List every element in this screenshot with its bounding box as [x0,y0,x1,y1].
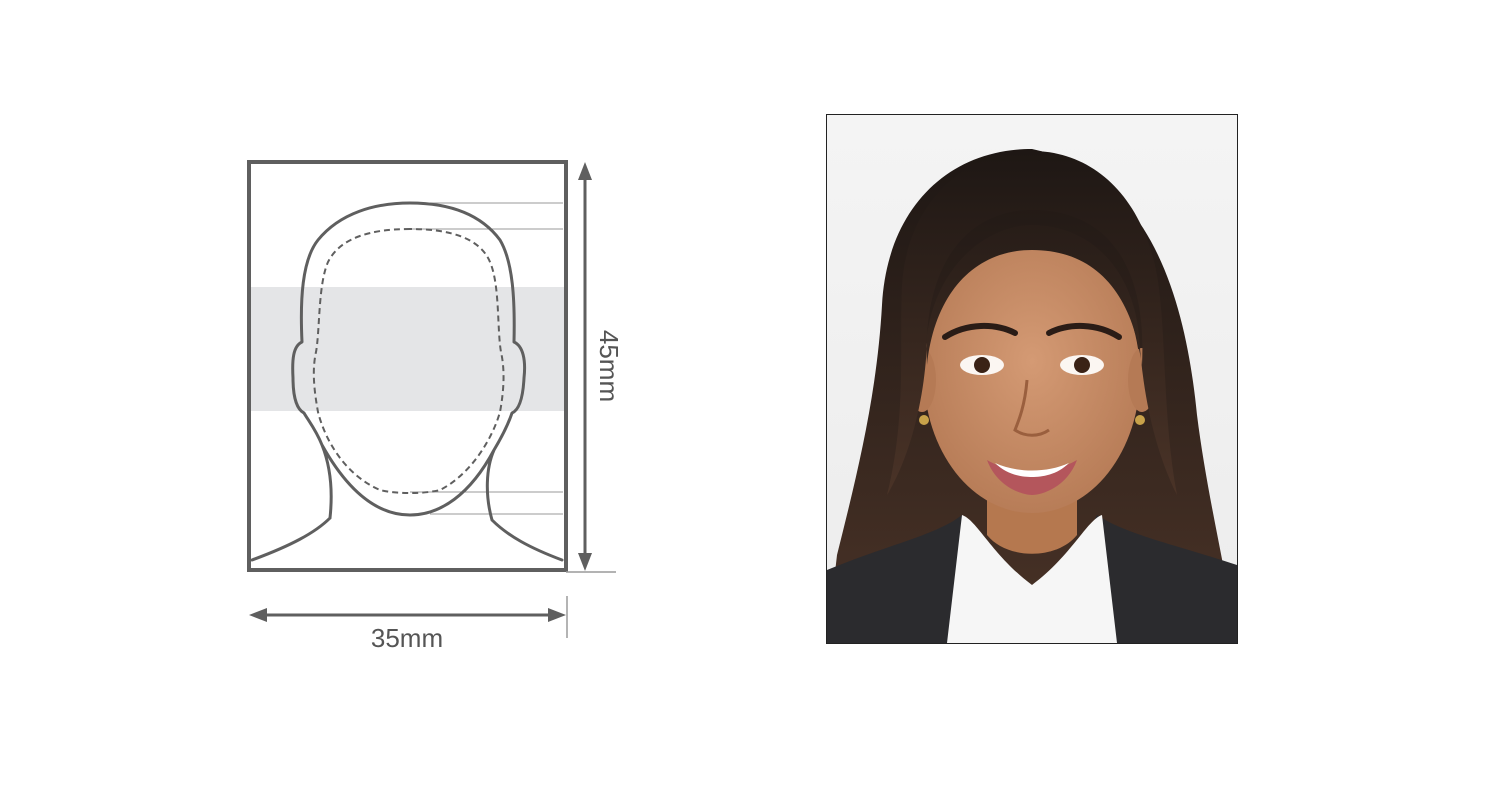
left-iris [974,357,990,373]
example-passport-photo [826,114,1238,644]
left-earring [919,415,929,425]
portrait-illustration [827,115,1237,643]
nose [1013,379,1050,437]
width-label: 35mm [371,623,443,653]
face [924,237,1140,513]
eye-zone-band [251,287,564,411]
right-earring [1135,415,1145,425]
photo-frame-outline [247,160,568,572]
photo-spec-diagram: 45mm 35mm [247,160,624,653]
shirt-collar [947,515,1117,643]
width-dimension-arrow [249,596,568,638]
hair-front [887,151,1177,495]
left-eyebrow [942,322,1018,340]
face-dashed-outline [312,227,505,494]
smile [987,460,1077,495]
jacket [827,515,1237,643]
right-eyebrow [1046,322,1122,340]
height-dimension-arrow [566,162,616,573]
head-outline [250,201,564,562]
right-iris [1074,357,1090,373]
height-label: 45mm [594,330,624,402]
